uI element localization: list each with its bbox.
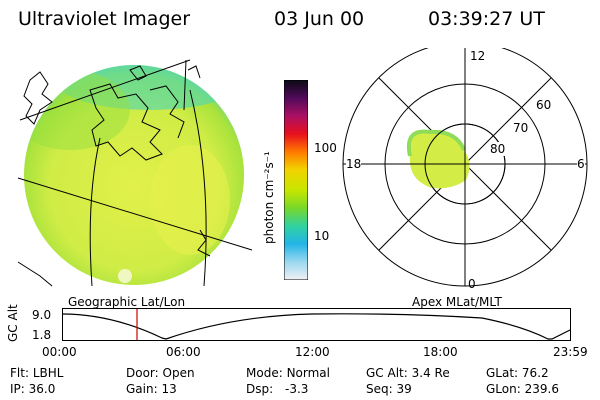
observation-time: 03:39:27 UT	[428, 8, 545, 30]
param-glat-key: GLat:	[486, 366, 519, 380]
polar-plot	[342, 48, 588, 287]
polar-panel-caption: Apex MLat/MLT	[412, 295, 502, 309]
colorbar-tick-10: 10	[314, 229, 330, 243]
lat-lon-grid	[17, 59, 253, 287]
param-gc-alt-value: 3.4 Re	[411, 366, 450, 380]
param-mode: Mode: Normal	[246, 366, 330, 380]
param-mode-key: Mode:	[246, 366, 283, 380]
param-door-key: Door:	[126, 366, 159, 380]
param-seq-key: Seq:	[366, 382, 393, 396]
param-gain-key: Gain:	[126, 382, 158, 396]
param-dsp: Dsp: -3.3	[246, 382, 308, 396]
param-ip-key: IP:	[10, 382, 25, 396]
colorbar-tick-100: 100	[314, 141, 337, 155]
time-tick-1200: 12:00	[295, 345, 330, 359]
param-dsp-key: Dsp:	[246, 382, 274, 396]
param-glon: GLon: 239.6	[486, 382, 559, 396]
time-tick-2359: 23:59	[553, 345, 588, 359]
geo-panel-caption: Geographic Lat/Lon	[68, 295, 186, 309]
param-glon-key: GLon:	[486, 382, 521, 396]
altitude-ytick-max: 9.0	[32, 308, 52, 322]
param-ip: IP: 36.0	[10, 382, 55, 396]
mlt-label-12: 12	[470, 49, 486, 63]
mlt-label-6: 6	[577, 157, 585, 171]
lat-label-60: 60	[536, 98, 552, 112]
time-tick-1800: 18:00	[423, 345, 458, 359]
altitude-plot	[62, 308, 571, 341]
mlt-label-18: 18	[346, 157, 362, 171]
param-seq: Seq: 39	[366, 382, 412, 396]
param-door-value: Open	[162, 366, 195, 380]
param-glon-value: 239.6	[524, 382, 559, 396]
altitude-ytick-min: 1.8	[32, 328, 52, 342]
param-filter-key: Flt:	[10, 366, 29, 380]
param-mode-value: Normal	[286, 366, 330, 380]
param-gain-value: 13	[161, 382, 177, 396]
altitude-plot-frame	[62, 308, 571, 341]
param-filter: Flt: LBHL	[10, 366, 63, 380]
lat-label-80: 80	[490, 142, 506, 156]
param-seq-value: 39	[396, 382, 412, 396]
observation-date: 03 Jun 00	[274, 8, 365, 30]
param-glat: GLat: 76.2	[486, 366, 549, 380]
geographic-image	[17, 59, 253, 287]
time-tick-0000: 00:00	[42, 345, 77, 359]
app-title: Ultraviolet Imager	[18, 8, 191, 30]
param-glat-value: 76.2	[521, 366, 549, 380]
altitude-axis-label: GC Alt	[6, 304, 20, 342]
param-gc-alt-key: GC Alt:	[366, 366, 408, 380]
param-gain: Gain: 13	[126, 382, 177, 396]
time-tick-0600: 06:00	[166, 345, 201, 359]
auroral-oval	[407, 129, 470, 189]
param-gc-alt: GC Alt: 3.4 Re	[366, 366, 450, 380]
param-door: Door: Open	[126, 366, 195, 380]
param-dsp-value: -3.3	[284, 382, 309, 396]
lat-label-70: 70	[513, 121, 529, 135]
colorbar	[284, 80, 308, 280]
colorbar-unit-label: photon cm⁻²s⁻¹	[262, 151, 276, 244]
param-ip-value: 36.0	[28, 382, 56, 396]
altitude-trace	[62, 313, 571, 340]
mlt-label-0: 0	[468, 277, 476, 291]
param-filter-value: LBHL	[32, 366, 64, 380]
